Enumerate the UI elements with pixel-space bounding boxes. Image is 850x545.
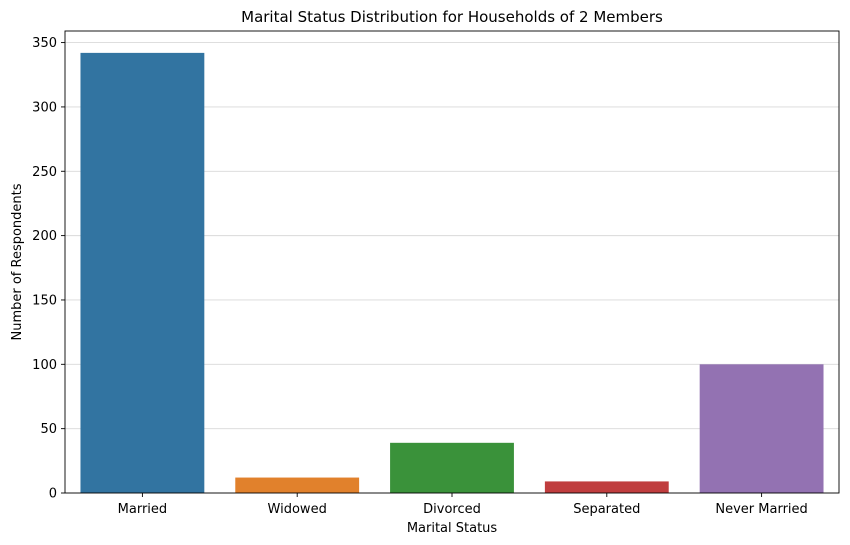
y-tick-label: 350 (32, 36, 57, 51)
y-ticks: 0 50 100 150 200 250 300 350 (32, 36, 65, 502)
y-tick-label: 300 (32, 100, 57, 115)
x-tick-label: Widowed (268, 502, 327, 517)
bar-married (80, 52, 205, 493)
x-ticks: Married Widowed Divorced Separated Never Mar… (118, 493, 808, 517)
bars (80, 52, 824, 493)
y-tick-label: 250 (32, 165, 57, 180)
x-tick-label: Separated (573, 502, 640, 517)
x-tick-label: Married (118, 502, 168, 517)
y-tick-label: 50 (40, 422, 57, 437)
y-tick-label: 100 (32, 358, 57, 373)
chart-title: Marital Status Distribution for Househol… (241, 8, 663, 26)
bar-never-married (699, 364, 824, 493)
x-tick-label: Divorced (423, 502, 481, 517)
y-tick-label: 200 (32, 229, 57, 244)
y-tick-label: 150 (32, 293, 57, 308)
bar-divorced (390, 442, 514, 493)
bar-separated (544, 481, 669, 493)
y-axis-title: Number of Respondents (10, 183, 25, 340)
x-axis-title: Marital Status (407, 521, 498, 536)
x-tick-label: Never Married (715, 502, 807, 517)
bar-widowed (235, 477, 360, 493)
y-tick-label: 0 (49, 487, 57, 502)
